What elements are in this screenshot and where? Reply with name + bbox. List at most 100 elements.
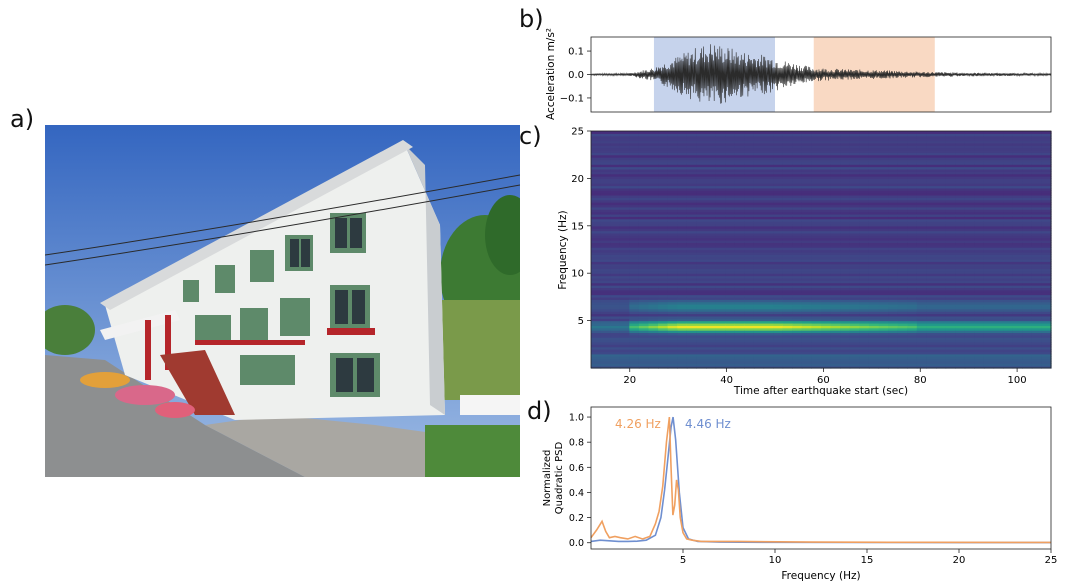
heat-cell bbox=[993, 173, 1004, 177]
heat-cell bbox=[591, 206, 602, 210]
heat-cell bbox=[773, 194, 784, 198]
heat-cell bbox=[821, 273, 832, 277]
heat-cell bbox=[926, 261, 937, 265]
heat-cell bbox=[677, 256, 688, 260]
heat-cell bbox=[849, 218, 860, 222]
heat-cell bbox=[936, 365, 947, 369]
heat-cell bbox=[1041, 299, 1052, 303]
y-tick-label-d: 0.0 bbox=[569, 538, 584, 549]
heat-cell bbox=[1003, 133, 1014, 137]
heat-cell bbox=[744, 157, 755, 161]
heat-cell bbox=[821, 232, 832, 236]
heat-cell bbox=[763, 237, 774, 241]
heat-cell bbox=[830, 280, 841, 284]
heat-cell bbox=[936, 204, 947, 208]
heat-cell bbox=[974, 166, 985, 170]
heat-cell bbox=[811, 322, 822, 326]
heat-cell bbox=[610, 244, 621, 248]
heat-cell bbox=[677, 187, 688, 191]
heat-cell bbox=[916, 221, 928, 225]
heat-cell bbox=[600, 360, 611, 364]
heat-cell bbox=[706, 358, 717, 362]
heat-cell bbox=[1041, 341, 1052, 345]
heat-cell bbox=[610, 216, 621, 220]
heat-cell bbox=[763, 244, 774, 248]
heat-cell bbox=[773, 187, 784, 191]
heat-cell bbox=[916, 270, 928, 274]
heat-cell bbox=[849, 311, 860, 315]
heat-cell bbox=[993, 304, 1004, 307]
heat-cell bbox=[1012, 218, 1023, 222]
heat-cell bbox=[830, 299, 841, 303]
heat-cell bbox=[936, 315, 947, 319]
heat-cell bbox=[811, 339, 822, 343]
psd-line-2 bbox=[590, 416, 1052, 544]
heat-cell bbox=[696, 289, 707, 293]
heat-cell bbox=[878, 349, 889, 353]
heat-cell bbox=[753, 240, 765, 243]
heat-cell bbox=[878, 164, 889, 168]
heat-cell bbox=[638, 216, 650, 220]
heat-cell bbox=[974, 168, 985, 172]
heat-cell bbox=[955, 313, 966, 317]
heat-cell bbox=[715, 313, 726, 317]
heat-cell bbox=[1041, 221, 1052, 225]
heat-cell bbox=[610, 166, 621, 170]
heat-cell bbox=[801, 211, 813, 215]
heat-cell bbox=[734, 244, 745, 248]
heat-cell bbox=[638, 211, 650, 215]
heat-cell bbox=[715, 334, 726, 338]
heat-cell bbox=[763, 315, 774, 319]
heat-cell bbox=[638, 325, 650, 329]
heat-cell bbox=[801, 213, 813, 217]
heat-cell bbox=[658, 344, 669, 348]
heat-cell bbox=[955, 240, 966, 243]
heat-cell bbox=[983, 275, 995, 279]
heat-cell bbox=[811, 296, 822, 300]
heat-cell bbox=[696, 353, 707, 357]
heat-cell bbox=[888, 240, 899, 243]
heat-cell bbox=[926, 339, 937, 343]
heat-cell bbox=[648, 142, 659, 146]
heat-cell bbox=[1041, 315, 1052, 319]
heat-cell bbox=[725, 344, 736, 348]
heat-cell bbox=[638, 358, 650, 362]
heat-cell bbox=[821, 218, 832, 222]
heat-cell bbox=[897, 142, 908, 146]
heat-cell bbox=[926, 287, 937, 291]
heat-cell bbox=[667, 334, 678, 338]
heat-cell bbox=[859, 166, 870, 170]
heat-cell bbox=[888, 202, 899, 206]
heat-cell bbox=[763, 206, 774, 210]
heat-cell bbox=[686, 240, 698, 243]
heat-cell bbox=[725, 178, 736, 182]
heat-cell bbox=[945, 147, 956, 151]
heat-cell bbox=[658, 289, 669, 293]
heat-cell bbox=[888, 294, 899, 298]
heat-cell bbox=[945, 261, 956, 265]
heat-cell bbox=[706, 304, 717, 307]
heat-cell bbox=[878, 225, 889, 229]
heat-cell bbox=[792, 320, 803, 324]
heat-cell bbox=[1022, 270, 1033, 274]
heat-cell bbox=[638, 199, 650, 203]
heat-cell bbox=[840, 237, 851, 241]
heat-cell bbox=[1012, 178, 1023, 182]
heat-cell bbox=[1003, 254, 1014, 258]
heat-cell bbox=[993, 223, 1004, 227]
heat-cell bbox=[734, 318, 745, 322]
heat-cell bbox=[792, 166, 803, 170]
heat-cell bbox=[801, 145, 813, 149]
heat-cell bbox=[878, 251, 889, 255]
heat-cell bbox=[638, 223, 650, 227]
heat-cell bbox=[936, 304, 947, 307]
heat-cell bbox=[888, 142, 899, 146]
heat-cell bbox=[907, 256, 918, 260]
heat-cell bbox=[1012, 194, 1023, 198]
heat-cell bbox=[849, 147, 860, 151]
heat-cell bbox=[878, 318, 889, 322]
heat-cell bbox=[849, 178, 860, 182]
heat-cell bbox=[1031, 334, 1043, 338]
heat-cell bbox=[936, 254, 947, 258]
heat-cell bbox=[888, 204, 899, 208]
